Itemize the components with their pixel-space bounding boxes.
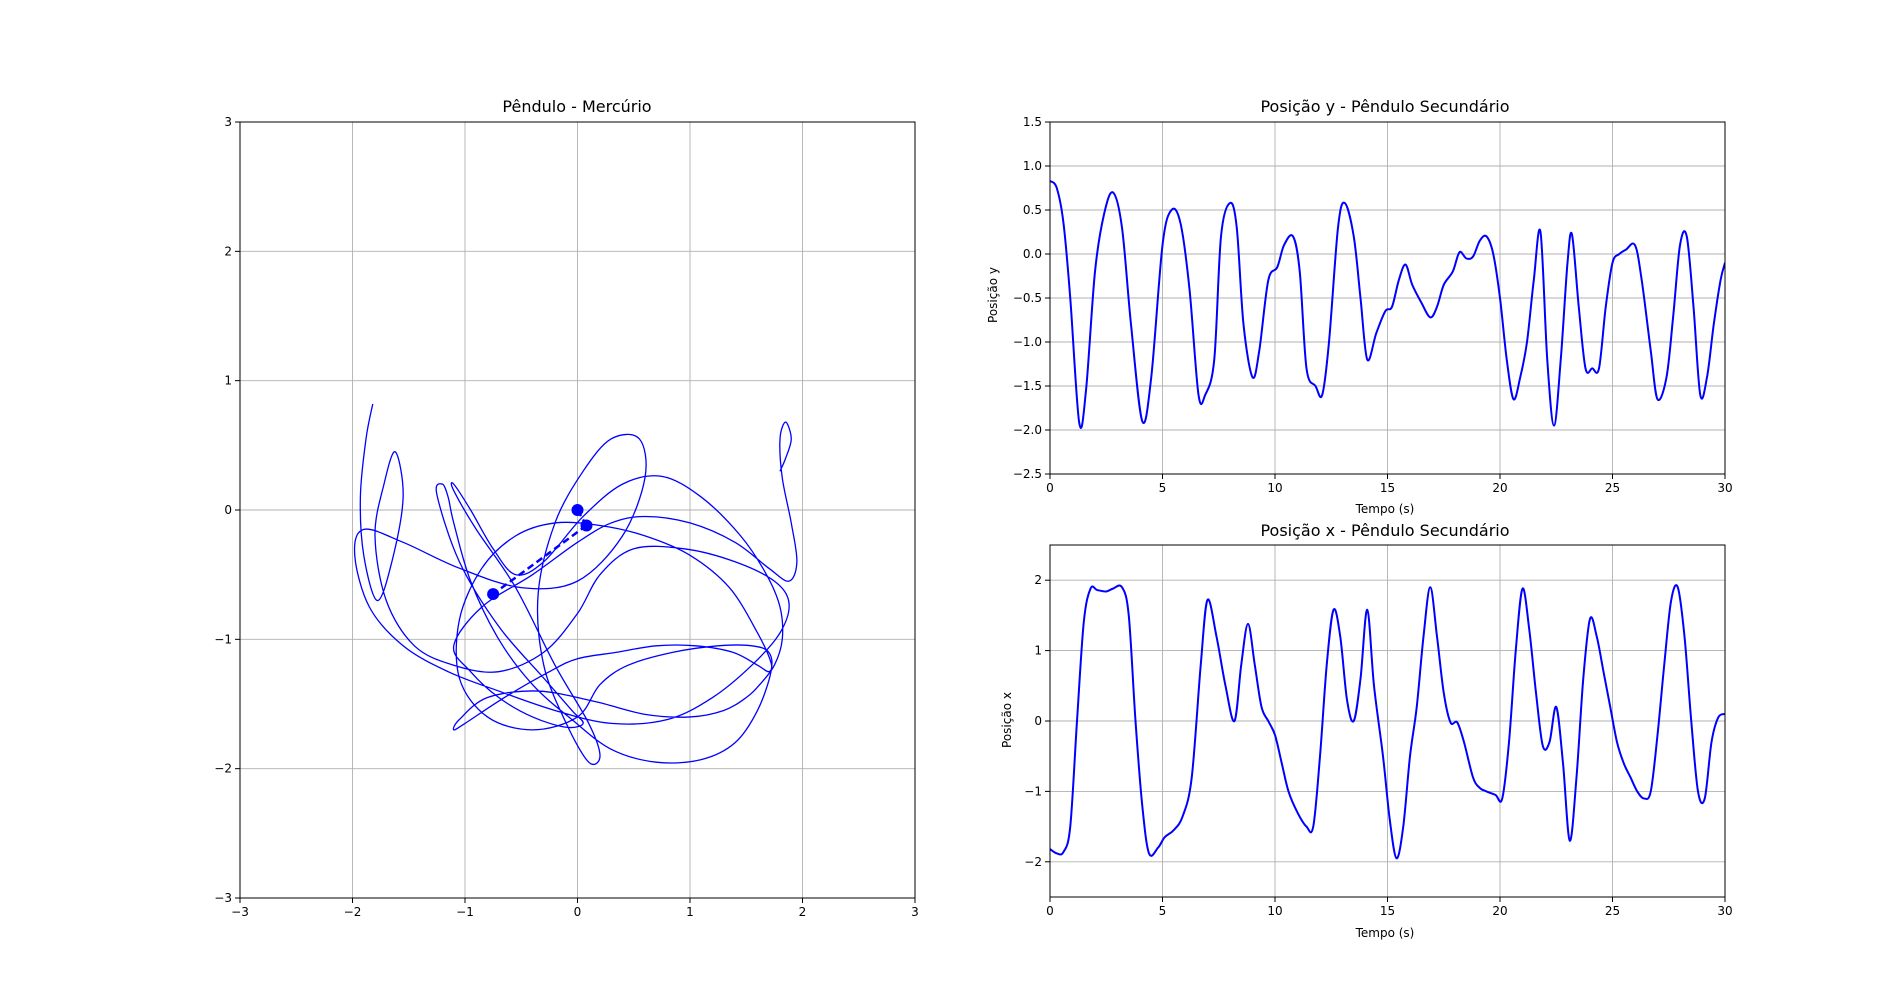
- x-tick-label: 3: [911, 905, 919, 919]
- x-tick-label: 5: [1159, 904, 1167, 918]
- y-axis-title: Posição y: [986, 267, 1000, 323]
- y-tick-label: 2: [1034, 573, 1042, 587]
- y-tick-label: 0.5: [1023, 203, 1042, 217]
- y-tick-label: −2.5: [1013, 467, 1042, 481]
- x-tick-label: 25: [1605, 481, 1620, 495]
- y-tick-label: −3: [214, 891, 232, 905]
- x-tick-label: 30: [1717, 904, 1732, 918]
- y-tick-label: −1.5: [1013, 379, 1042, 393]
- x-tick-label: 10: [1267, 481, 1282, 495]
- y-tick-label: 1: [1034, 644, 1042, 658]
- chart-title: Posição y - Pêndulo Secundário: [1260, 97, 1509, 116]
- x-axis-title: Tempo (s): [1355, 502, 1415, 516]
- y-tick-label: −0.5: [1013, 291, 1042, 305]
- pendulum-pivot-marker: [572, 504, 584, 516]
- x-tick-label: −2: [344, 905, 362, 919]
- x-tick-label: 1: [686, 905, 694, 919]
- y-tick-label: −2.0: [1013, 423, 1042, 437]
- x-tick-label: 0: [1046, 904, 1054, 918]
- y-tick-label: −2: [1024, 855, 1042, 869]
- x-tick-label: 10: [1267, 904, 1282, 918]
- y-tick-label: −2: [214, 762, 232, 776]
- y-axis-title: Posição x: [1000, 692, 1014, 748]
- pendulum-mass-2-marker: [487, 588, 499, 600]
- y-tick-label: 0.0: [1023, 247, 1042, 261]
- y-tick-label: −1: [1024, 784, 1042, 798]
- x-tick-label: 15: [1380, 904, 1395, 918]
- y-tick-label: −1.0: [1013, 335, 1042, 349]
- y-tick-label: 1.5: [1023, 115, 1042, 129]
- x-tick-label: 2: [799, 905, 807, 919]
- x-tick-label: 0: [1046, 481, 1054, 495]
- y-tick-label: 1: [224, 374, 232, 388]
- x-tick-label: 25: [1605, 904, 1620, 918]
- y-tick-label: 3: [224, 115, 232, 129]
- chart-title: Pêndulo - Mercúrio: [502, 97, 651, 116]
- y-tick-label: −1: [214, 632, 232, 646]
- x-tick-label: 30: [1717, 481, 1732, 495]
- x-tick-label: −1: [456, 905, 474, 919]
- x-tick-label: 5: [1159, 481, 1167, 495]
- x-tick-label: 20: [1492, 481, 1507, 495]
- x-tick-label: 15: [1380, 481, 1395, 495]
- pendulum-mass-1-marker: [581, 520, 593, 532]
- x-tick-label: 20: [1492, 904, 1507, 918]
- x-tick-label: −3: [231, 905, 249, 919]
- y-tick-label: 2: [224, 244, 232, 258]
- y-tick-label: 0: [224, 503, 232, 517]
- chart-title: Posição x - Pêndulo Secundário: [1260, 521, 1509, 540]
- y-tick-label: 1.0: [1023, 159, 1042, 173]
- y-tick-label: 0: [1034, 714, 1042, 728]
- x-axis-title: Tempo (s): [1355, 926, 1415, 940]
- x-tick-label: 0: [574, 905, 582, 919]
